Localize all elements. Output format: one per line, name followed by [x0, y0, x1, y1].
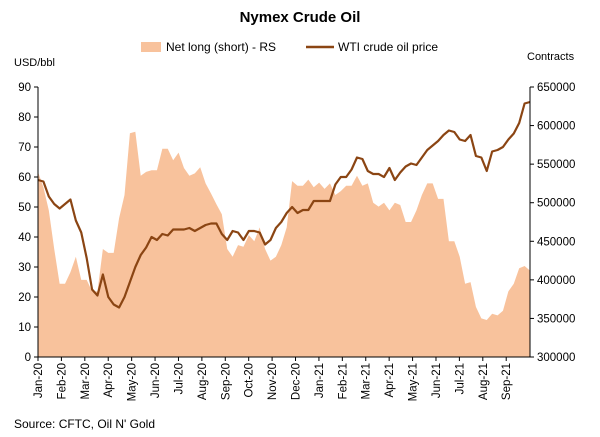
right-tick-label: 500000 [537, 198, 575, 210]
left-tick-label: 60 [18, 172, 31, 184]
legend-label-net-long: Net long (short) - RS [166, 40, 276, 54]
left-tick-label: 30 [18, 262, 31, 274]
right-tick-label: 300000 [537, 352, 575, 364]
x-tick-label: Aug-21 [478, 363, 490, 400]
left-axis-label: USD/bbl [14, 57, 55, 69]
left-tick-label: 20 [18, 292, 31, 304]
right-tick-label: 450000 [537, 236, 575, 248]
x-tick-label: Jan-21 [314, 363, 326, 398]
right-tick-label: 550000 [537, 159, 575, 171]
left-tick-label: 80 [18, 112, 31, 124]
left-tick-label: 0 [25, 352, 31, 364]
right-tick-label: 400000 [537, 275, 575, 287]
x-tick-label: Jul-21 [454, 363, 466, 394]
plot-area [37, 100, 531, 357]
chart-title: Nymex Crude Oil [240, 9, 361, 26]
left-tick-label: 50 [18, 202, 31, 214]
x-tick-label: Oct-20 [244, 363, 256, 398]
x-tick-label: Mar-20 [80, 363, 92, 399]
series-net-long-area [38, 131, 530, 357]
x-tick-label: May-21 [408, 363, 420, 401]
x-tick-label: Jun-20 [150, 363, 162, 398]
left-tick-label: 90 [18, 82, 31, 94]
right-tick-label: 350000 [537, 313, 575, 325]
right-axis-label: Contracts [527, 51, 575, 63]
legend: Net long (short) - RS WTI crude oil pric… [141, 40, 438, 54]
right-tick-label: 600000 [537, 121, 575, 133]
x-tick-label: Aug-20 [197, 363, 209, 400]
x-tick-label: Jun-21 [431, 363, 443, 398]
left-tick-label: 10 [18, 322, 31, 334]
x-tick-label: Apr-21 [384, 363, 396, 398]
source-note: Source: CFTC, Oil N' Gold [14, 417, 155, 431]
left-tick-label: 70 [18, 142, 31, 154]
x-tick-label: Nov-20 [267, 363, 279, 400]
x-tick-label: Sep-21 [501, 363, 513, 400]
x-tick-label: Sep-20 [220, 363, 232, 400]
series-wti-line [37, 100, 531, 309]
x-tick-label: Feb-21 [337, 363, 349, 399]
left-tick-label: 40 [18, 232, 31, 244]
x-tick-label: Feb-20 [56, 363, 68, 399]
right-tick-label: 650000 [537, 82, 575, 94]
x-tick-label: Jan-20 [33, 363, 45, 398]
x-tick-label: Apr-20 [103, 363, 115, 398]
x-tick-label: May-20 [127, 363, 139, 401]
legend-label-wti: WTI crude oil price [338, 40, 438, 54]
legend-swatch-net-long [141, 42, 161, 52]
axes: 0 10 20 30 40 50 60 70 80 90 300000 350000 400000 450… [18, 82, 575, 401]
x-tick-label: Jul-20 [173, 363, 185, 394]
x-tick-label: Dec-20 [291, 363, 303, 400]
x-tick-label: Mar-21 [361, 363, 373, 399]
